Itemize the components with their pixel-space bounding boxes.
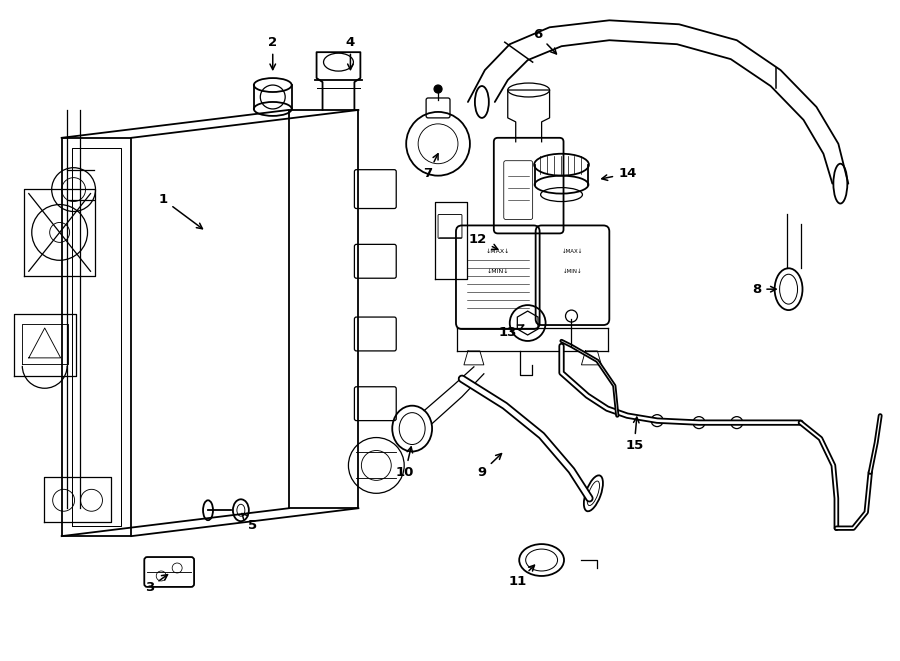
Text: 15: 15 xyxy=(626,417,644,452)
Text: 9: 9 xyxy=(477,453,501,479)
Text: 5: 5 xyxy=(242,514,257,531)
Text: ↓MAX↓: ↓MAX↓ xyxy=(486,249,510,254)
Circle shape xyxy=(434,85,442,93)
Text: 7: 7 xyxy=(424,154,438,180)
Text: 6: 6 xyxy=(533,28,556,54)
Text: 13: 13 xyxy=(499,325,524,340)
Text: ↓MIN↓: ↓MIN↓ xyxy=(487,269,509,274)
Text: 2: 2 xyxy=(268,36,277,69)
Text: ↓MIN↓: ↓MIN↓ xyxy=(562,269,582,274)
Text: 11: 11 xyxy=(508,565,535,588)
Text: 14: 14 xyxy=(602,167,636,180)
Text: 10: 10 xyxy=(396,447,414,479)
Text: 4: 4 xyxy=(346,36,355,69)
Text: 1: 1 xyxy=(158,193,202,229)
Text: 8: 8 xyxy=(752,283,776,295)
Text: 3: 3 xyxy=(145,574,167,594)
Text: ↓MAX↓: ↓MAX↓ xyxy=(562,249,583,254)
Text: 12: 12 xyxy=(469,233,498,249)
